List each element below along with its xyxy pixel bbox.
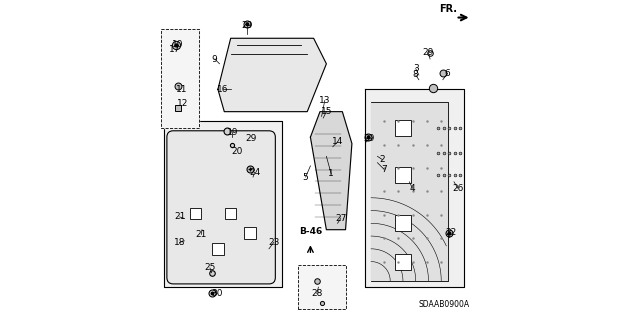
- Text: B-46: B-46: [299, 227, 322, 236]
- Text: 26: 26: [452, 184, 463, 193]
- Bar: [395, 254, 411, 270]
- Polygon shape: [365, 89, 463, 287]
- Text: 28: 28: [311, 289, 323, 298]
- Text: 30: 30: [212, 289, 223, 298]
- Text: 18: 18: [174, 238, 186, 247]
- Text: 29: 29: [423, 48, 434, 57]
- Text: 19: 19: [227, 128, 238, 137]
- Bar: [244, 227, 255, 239]
- Text: 21: 21: [174, 212, 186, 221]
- Text: 1: 1: [328, 169, 334, 178]
- Text: SDAAB0900A: SDAAB0900A: [419, 300, 470, 309]
- Text: 29: 29: [246, 134, 257, 143]
- Bar: [298, 265, 346, 309]
- Bar: [395, 120, 411, 136]
- Text: 29: 29: [241, 21, 252, 30]
- Polygon shape: [371, 102, 447, 281]
- Text: 22: 22: [445, 228, 456, 237]
- Text: 9: 9: [212, 55, 218, 63]
- Text: 3: 3: [413, 64, 419, 73]
- Text: 8: 8: [413, 70, 419, 79]
- Text: 23: 23: [268, 238, 280, 247]
- Text: 4: 4: [410, 184, 415, 193]
- Polygon shape: [161, 29, 199, 128]
- Bar: [225, 208, 236, 219]
- Text: 7: 7: [381, 165, 387, 174]
- Text: 27: 27: [335, 214, 346, 223]
- Text: 13: 13: [319, 96, 330, 105]
- Text: 29: 29: [364, 134, 375, 143]
- Text: 16: 16: [217, 85, 228, 94]
- Text: 11: 11: [175, 85, 187, 94]
- Bar: [212, 243, 223, 255]
- Bar: [395, 215, 411, 231]
- Bar: [395, 167, 411, 183]
- Text: 12: 12: [177, 99, 189, 108]
- Polygon shape: [310, 112, 352, 230]
- Bar: [190, 208, 202, 219]
- Text: 24: 24: [249, 168, 260, 177]
- Text: 6: 6: [445, 69, 451, 78]
- Text: 5: 5: [303, 173, 308, 182]
- Text: 21: 21: [196, 230, 207, 239]
- Text: 15: 15: [321, 107, 332, 116]
- Polygon shape: [218, 38, 326, 112]
- Text: 20: 20: [232, 147, 243, 156]
- Text: 17: 17: [169, 45, 180, 54]
- Text: 25: 25: [204, 263, 216, 272]
- Text: FR.: FR.: [439, 4, 457, 14]
- Text: 2: 2: [380, 155, 385, 164]
- FancyBboxPatch shape: [167, 131, 275, 284]
- Text: 14: 14: [332, 137, 343, 146]
- Polygon shape: [164, 121, 282, 287]
- Text: 10: 10: [172, 40, 184, 49]
